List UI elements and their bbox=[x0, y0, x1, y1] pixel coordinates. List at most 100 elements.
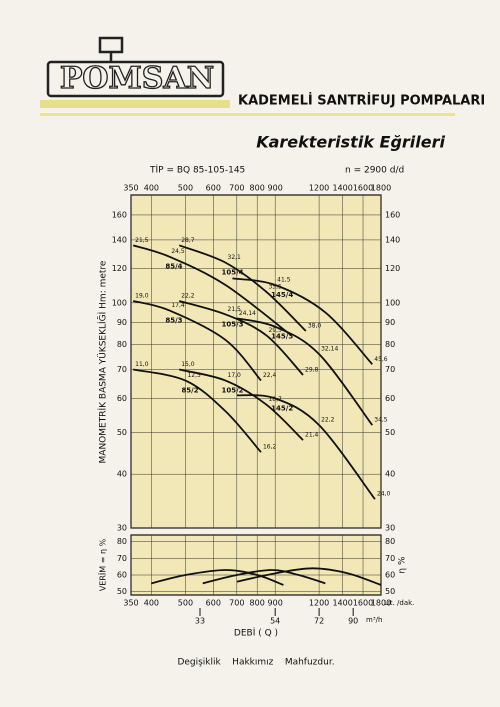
footer: Degişiklik Hakkımız Mahfuzdur. bbox=[177, 658, 334, 668]
point-label: 18,7 bbox=[268, 396, 282, 403]
point-label: 28,7 bbox=[181, 237, 195, 244]
x2-tick-label: 72 bbox=[314, 617, 324, 626]
y-tick-label-right: 100 bbox=[385, 298, 400, 307]
y-tick-label-right: 50 bbox=[385, 428, 395, 437]
y-axis-label: MANOMETRİK BASMA YÜKSEKLİĞİ Hm: metre bbox=[97, 260, 109, 463]
curve bbox=[232, 277, 373, 365]
x-tick-label: 350 bbox=[123, 599, 138, 608]
point-label: 21,5 bbox=[228, 306, 242, 313]
page-title: Karekteristik Eğrileri bbox=[256, 133, 445, 152]
point-label: 32,1 bbox=[228, 254, 242, 261]
x-tick-label: 350 bbox=[123, 184, 138, 193]
x-tick-label: 1600 bbox=[353, 184, 373, 193]
point-label: 22,2 bbox=[321, 417, 335, 424]
x-tick-label: 800 bbox=[250, 184, 265, 193]
y-tick-label-right: 80 bbox=[385, 340, 395, 349]
curve bbox=[178, 244, 307, 332]
x-tick-label: 1400 bbox=[332, 184, 352, 193]
x-tick-label: 1600 bbox=[353, 599, 373, 608]
x-tick-label: 500 bbox=[178, 599, 193, 608]
y-tick-label: 80 bbox=[117, 537, 127, 546]
point-label: 17,0 bbox=[228, 372, 242, 379]
point-label: 19,0 bbox=[135, 292, 149, 299]
point-label: 22,4 bbox=[263, 372, 277, 379]
curve-label: 105/3 bbox=[222, 320, 244, 328]
x-axis-label: DEBİ ( Q ) bbox=[234, 628, 278, 639]
y-tick-label-right: 40 bbox=[385, 470, 395, 479]
point-label: 24,5 bbox=[171, 248, 185, 255]
rule bbox=[40, 113, 455, 116]
curve-label: 145/2 bbox=[271, 404, 293, 412]
curve bbox=[132, 244, 292, 337]
curve bbox=[132, 368, 262, 453]
x-tick-label: 700 bbox=[229, 184, 244, 193]
point-label: 24,14 bbox=[239, 310, 256, 317]
x-tick-label: 600 bbox=[206, 184, 221, 193]
point-label: 21,5 bbox=[135, 237, 149, 244]
x-tick-label: 1200 bbox=[309, 184, 329, 193]
x-tick-label: 400 bbox=[144, 184, 159, 193]
y-tick-label: 100 bbox=[112, 298, 127, 307]
x-tick-label: 400 bbox=[144, 599, 159, 608]
x-tick-label: 700 bbox=[229, 599, 244, 608]
y-tick-label: 140 bbox=[112, 235, 127, 244]
curve-label: 85/4 bbox=[165, 263, 182, 271]
curve-label: 145/3 bbox=[271, 333, 293, 341]
y-tick-label: 40 bbox=[117, 470, 127, 479]
y-tick-label-right: 50 bbox=[385, 587, 395, 596]
y-tick-label-right: 90 bbox=[385, 318, 395, 327]
speed: n = 2900 d/d bbox=[345, 166, 404, 176]
product-line: KADEMELİ SANTRİFUJ POMPALARI bbox=[238, 93, 485, 109]
point-label: 21,4 bbox=[305, 432, 319, 439]
x2-unit: m³/h bbox=[366, 616, 382, 624]
x-tick-label: 1200 bbox=[309, 599, 329, 608]
brand: POMSAN bbox=[60, 61, 214, 96]
x2-tick-label: 90 bbox=[348, 617, 358, 626]
curve-label: 105/2 bbox=[222, 387, 244, 395]
efficiency-area bbox=[130, 534, 382, 596]
curve bbox=[179, 368, 304, 441]
y-tick-label: 90 bbox=[117, 318, 127, 327]
y-tick-label: 70 bbox=[117, 554, 127, 563]
point-label: 34,5 bbox=[374, 417, 388, 424]
point-label: 11,0 bbox=[135, 361, 149, 368]
y-tick-label: 160 bbox=[112, 210, 127, 219]
point-label: 32,14 bbox=[321, 346, 338, 353]
y-tick-label-right: 60 bbox=[385, 571, 395, 580]
curve-label: 85/3 bbox=[165, 316, 182, 324]
curve bbox=[236, 317, 373, 426]
curve bbox=[178, 300, 304, 376]
point-label: 38,0 bbox=[308, 323, 322, 330]
curve bbox=[151, 569, 284, 586]
point-label: 16,2 bbox=[263, 444, 277, 451]
point-label: 22,2 bbox=[181, 292, 195, 299]
point-label: 29,8 bbox=[305, 366, 319, 373]
point-label: 17,4 bbox=[171, 302, 185, 309]
y-tick-label-right: 30 bbox=[385, 524, 395, 533]
x2-tick-label: 54 bbox=[270, 617, 280, 626]
y-tick-label: 30 bbox=[117, 524, 127, 533]
x-tick-label: 600 bbox=[206, 599, 221, 608]
curve bbox=[202, 569, 326, 585]
efficiency-label-right: η % bbox=[398, 556, 408, 574]
x-unit: Lit. /dak. bbox=[384, 599, 414, 607]
y-tick-label: 50 bbox=[117, 428, 127, 437]
y-tick-label: 70 bbox=[117, 365, 127, 374]
point-label: 41,5 bbox=[277, 277, 291, 284]
y-tick-label: 80 bbox=[117, 340, 127, 349]
curve-label: 85/2 bbox=[181, 387, 198, 395]
y-tick-label: 60 bbox=[117, 571, 127, 580]
curve bbox=[132, 300, 262, 382]
x-tick-label: 800 bbox=[250, 599, 265, 608]
x2-tick-label: 33 bbox=[195, 617, 205, 626]
y-tick-label-right: 80 bbox=[385, 537, 395, 546]
efficiency-label: VERİM = η % bbox=[98, 538, 108, 591]
y-tick-label-right: 60 bbox=[385, 394, 395, 403]
y-tick-label-right: 140 bbox=[385, 235, 400, 244]
y-tick-label: 60 bbox=[117, 394, 127, 403]
x-tick-label: 1800 bbox=[371, 184, 391, 193]
curve bbox=[236, 394, 376, 500]
y-tick-label-right: 160 bbox=[385, 210, 400, 219]
y-tick-label: 120 bbox=[112, 264, 127, 273]
